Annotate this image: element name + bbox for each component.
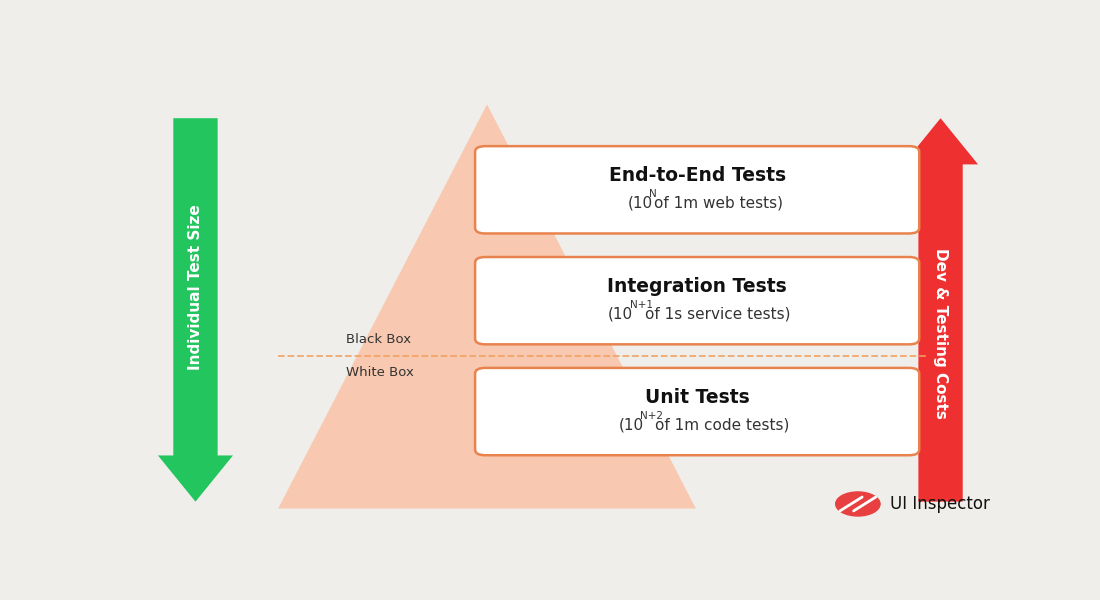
Text: (10: (10 xyxy=(619,417,644,432)
Text: of 1m web tests): of 1m web tests) xyxy=(654,196,783,211)
Text: Unit Tests: Unit Tests xyxy=(645,388,749,407)
Text: of 1s service tests): of 1s service tests) xyxy=(645,306,790,321)
Text: of 1m code tests): of 1m code tests) xyxy=(656,417,790,432)
Text: UI Inspector: UI Inspector xyxy=(890,495,990,513)
Text: White Box: White Box xyxy=(346,366,415,379)
FancyBboxPatch shape xyxy=(475,368,920,455)
Text: N+2: N+2 xyxy=(640,411,663,421)
Polygon shape xyxy=(278,104,696,509)
FancyBboxPatch shape xyxy=(475,257,920,344)
Text: Dev & Testing Costs: Dev & Testing Costs xyxy=(933,248,948,418)
Text: Individual Test Size: Individual Test Size xyxy=(188,204,204,370)
FancyBboxPatch shape xyxy=(475,146,920,233)
Circle shape xyxy=(836,492,880,516)
Text: N+1: N+1 xyxy=(629,300,652,310)
Text: (10: (10 xyxy=(608,306,634,321)
Polygon shape xyxy=(903,118,978,502)
Polygon shape xyxy=(158,118,233,502)
Text: End-to-End Tests: End-to-End Tests xyxy=(608,166,785,185)
Text: N: N xyxy=(649,189,657,199)
Text: Integration Tests: Integration Tests xyxy=(607,277,786,296)
Text: Black Box: Black Box xyxy=(346,333,411,346)
Text: (10: (10 xyxy=(627,196,652,211)
